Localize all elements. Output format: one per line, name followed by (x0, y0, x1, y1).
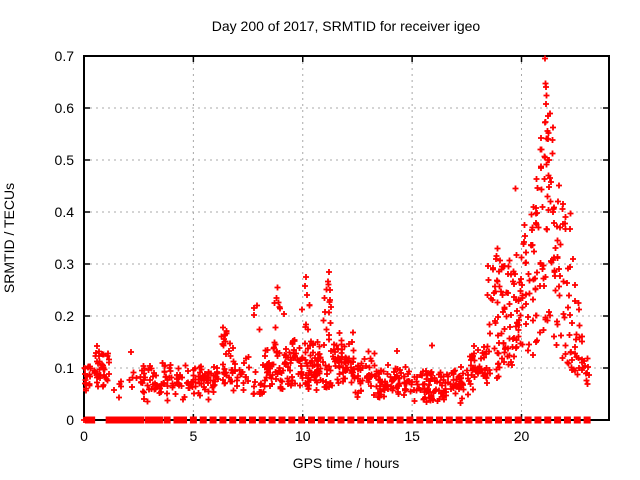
zero-marker (173, 416, 181, 424)
x-tick-label: 0 (80, 428, 88, 444)
y-tick-label: 0.5 (55, 152, 75, 168)
x-tick-label: 10 (295, 428, 311, 444)
zero-marker (485, 416, 493, 424)
zero-marker (465, 416, 473, 424)
y-axis-label: SRMTID / TECUs (1, 183, 17, 293)
zero-marker (180, 416, 188, 424)
x-tick-label: 20 (514, 428, 530, 444)
zero-marker (504, 416, 512, 424)
zero-marker (337, 416, 345, 424)
x-tick-label: 5 (189, 428, 197, 444)
zero-marker (107, 416, 115, 424)
zero-marker (239, 416, 247, 424)
plot-border (83, 55, 610, 421)
y-tick-label: 0 (66, 412, 74, 428)
zero-marker (495, 416, 503, 424)
zero-marker (475, 416, 483, 424)
zero-marker (455, 416, 463, 424)
zero-marker (583, 416, 591, 424)
zero-marker (219, 416, 227, 424)
zero-marker (357, 416, 365, 424)
y-tick-label: 0.1 (55, 360, 75, 376)
zero-marker (514, 416, 522, 424)
zero-marker (544, 416, 552, 424)
zero-marker (298, 416, 306, 424)
zero-marker (396, 416, 404, 424)
zero-marker (117, 416, 125, 424)
y-tick-label: 0.7 (55, 48, 75, 64)
zero-marker (347, 416, 355, 424)
zero-marker (209, 416, 217, 424)
zero-marker (327, 416, 335, 424)
zero-marker (137, 416, 145, 424)
zero-marker (288, 416, 296, 424)
y-tick-label: 0.2 (55, 308, 75, 324)
zero-marker (563, 416, 571, 424)
zero-marker (534, 416, 542, 424)
zero-marker (278, 416, 286, 424)
zero-marker (367, 416, 375, 424)
tick-labels: 0 5 10 15 20 0 0.1 0.2 0.3 0.4 0.5 0.6 0.7 (55, 48, 530, 444)
zero-marker (317, 416, 325, 424)
zero-marker (573, 416, 581, 424)
zero-marker (524, 416, 532, 424)
y-tick-label: 0.3 (55, 256, 75, 272)
zero-marker (426, 416, 434, 424)
zero-marker (435, 416, 443, 424)
grid-lines (84, 56, 609, 420)
x-tick-label: 15 (404, 428, 420, 444)
x-axis-label: GPS time / hours (293, 455, 400, 471)
zero-marker (189, 416, 197, 424)
zero-marker (163, 416, 171, 424)
zero-marker (268, 416, 276, 424)
zero-marker (308, 416, 315, 424)
zero-marker (229, 416, 237, 424)
zero-marker (88, 416, 96, 424)
zero-marker (386, 416, 394, 424)
scatter-points (81, 55, 592, 423)
zero-marker (155, 416, 163, 424)
zero-marker (416, 416, 424, 424)
zero-marker (122, 416, 130, 424)
data-points (81, 55, 592, 424)
zero-marker (554, 416, 562, 424)
zero-marker (199, 416, 207, 424)
zero-marker (248, 416, 256, 424)
zero-marker (147, 416, 155, 424)
y-tick-label: 0.6 (55, 100, 75, 116)
zero-marker (406, 416, 414, 424)
chart-title: Day 200 of 2017, SRMTID for receiver ige… (212, 18, 481, 34)
zero-marker (376, 416, 384, 424)
zero-marker (258, 416, 266, 424)
y-tick-label: 0.4 (55, 204, 75, 220)
zero-marker (445, 416, 453, 424)
